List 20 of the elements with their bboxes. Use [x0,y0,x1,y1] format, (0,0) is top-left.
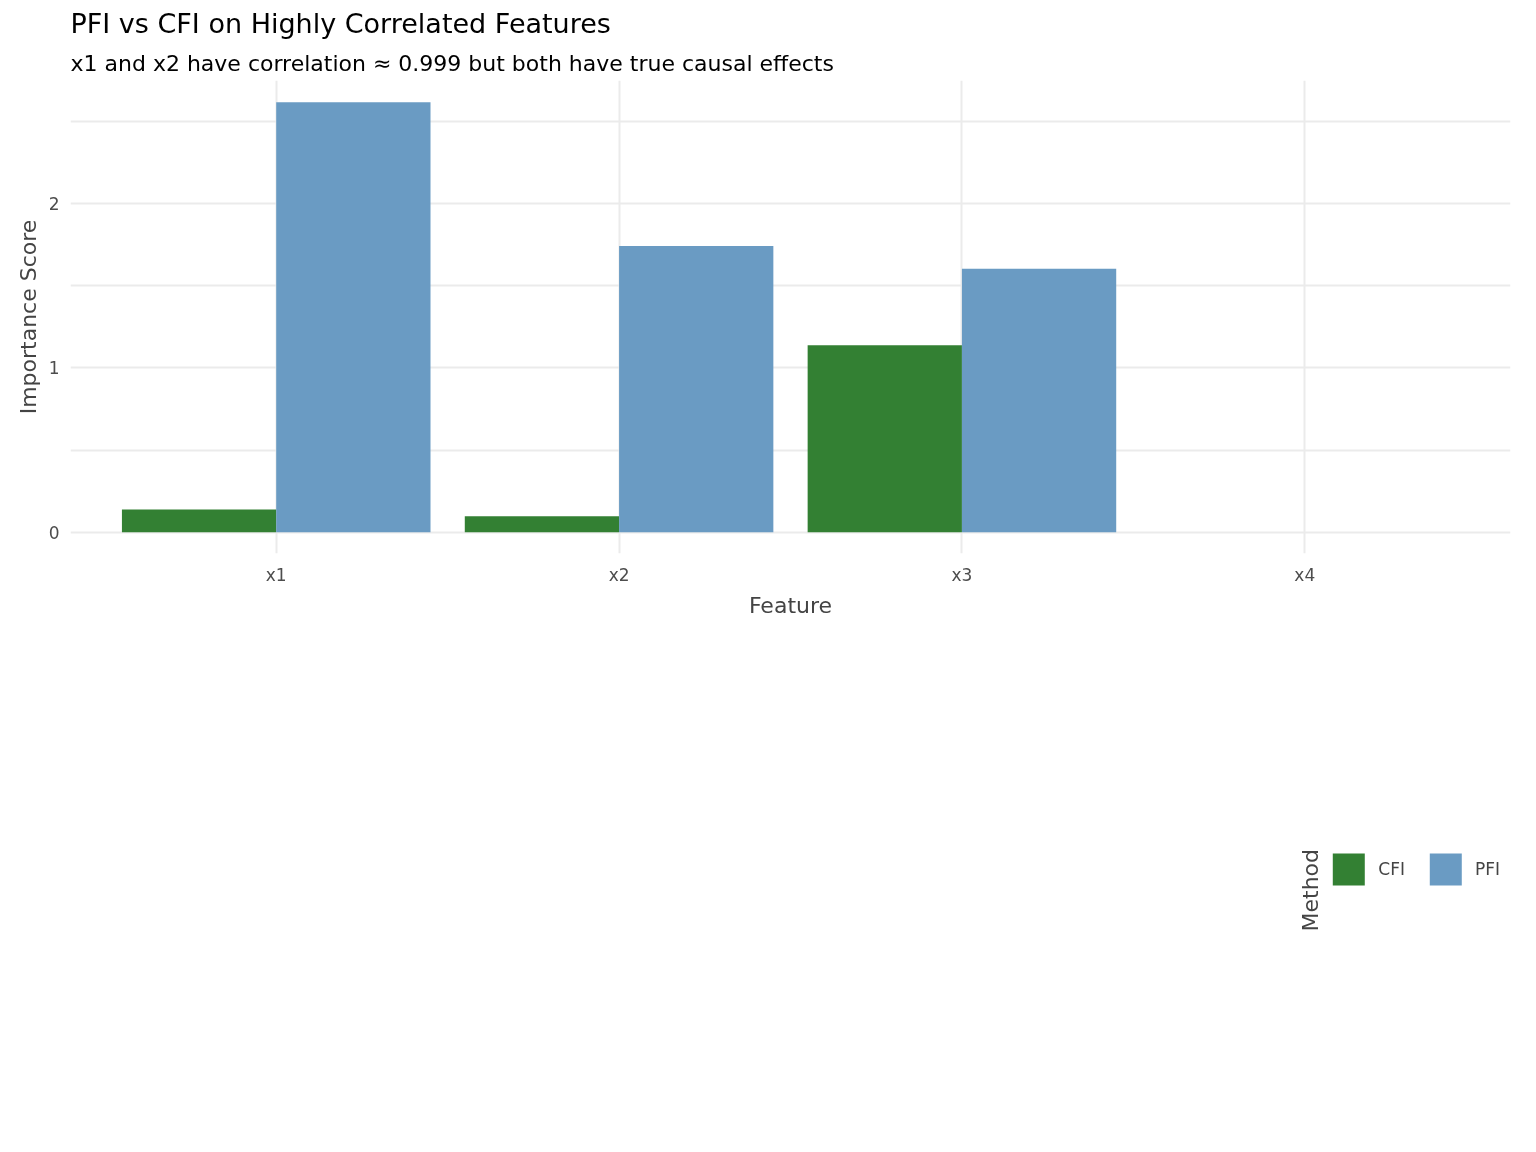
y-tick-label: 0 [48,522,60,543]
legend-title: Method [1298,848,1324,932]
chart-title: PFI vs CFI on Highly Correlated Features [70,7,611,39]
bar [121,509,277,533]
legend-label: PFI [1474,858,1500,879]
x-tick-label: x4 [1294,564,1316,585]
x-tick-label: x1 [265,564,287,585]
chart-subtitle: x1 and x2 have correlation ≈ 0.999 but both have true causal effects [70,50,834,76]
x-tick-label: x2 [608,564,630,585]
bar [807,345,962,533]
bar [464,516,620,533]
bar [276,102,431,533]
x-axis-title: Feature [748,592,833,618]
bar [961,268,1117,533]
y-tick-label: 1 [48,358,60,379]
x-tick-label: x3 [951,564,973,585]
y-tick-label: 2 [48,194,60,215]
y-axis-title: Importance Score [15,219,41,415]
bar [619,246,774,533]
legend-label: CFI [1378,858,1405,879]
